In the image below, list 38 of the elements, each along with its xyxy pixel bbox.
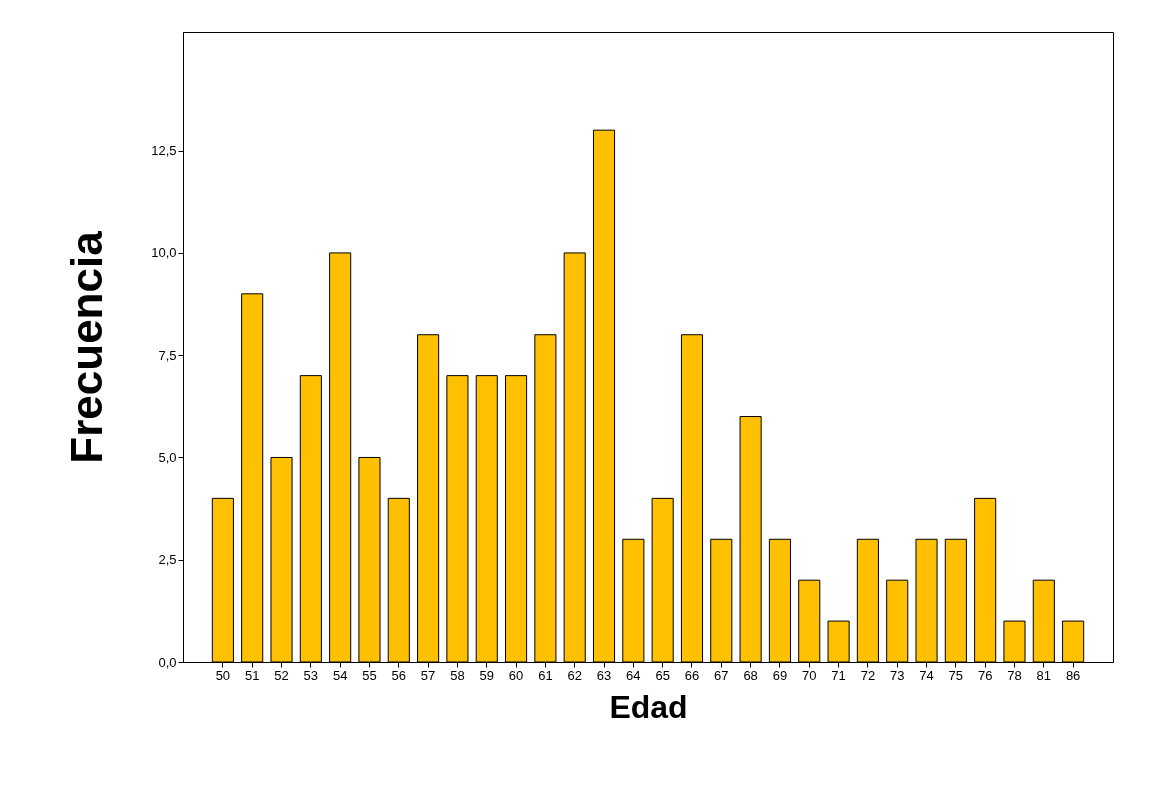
x-tick-label: 63 [596,667,612,683]
y-tick-label: 7,5 [158,347,177,363]
x-tick-label: 81 [1036,667,1052,683]
y-tick-label: 12,5 [151,143,177,159]
x-tick-label: 60 [508,667,524,683]
x-tick-label: 59 [479,667,494,683]
x-tick-label: 73 [889,667,905,683]
x-tick-label: 64 [626,667,641,683]
y-axis-title: Frecuencia [62,230,112,464]
x-tick-label: 62 [567,667,582,683]
y-tick-label: 5,0 [158,449,177,465]
x-tick-label: 61 [538,667,553,683]
x-tick-label: 67 [714,667,729,683]
x-tick-label: 78 [1007,667,1022,683]
x-tick-label: 74 [919,667,934,683]
x-tick-label: 68 [743,667,758,683]
x-tick-label: 50 [215,667,231,683]
y-tick-label: 2,5 [158,552,177,568]
x-tick-label: 57 [420,667,436,683]
x-axis-title: Edad [609,688,688,725]
x-tick-label: 66 [684,667,700,683]
x-tick-label: 51 [244,667,260,683]
x-tick-label: 75 [948,667,964,683]
x-tick-label: 69 [772,667,788,683]
x-tick-label: 71 [831,667,846,683]
x-tick-label: 86 [1065,667,1081,683]
x-tick-label: 76 [977,667,993,683]
x-tick-label: 72 [860,667,876,683]
x-tick-label: 54 [332,667,348,683]
x-tick-label: 70 [802,667,817,683]
x-tick-label: 65 [655,667,670,683]
x-tick-label: 53 [303,667,319,683]
x-tick-label: 58 [450,667,465,683]
y-tick-label: 0,0 [158,654,177,670]
x-tick-label: 56 [391,667,407,683]
x-tick-label: 55 [362,667,377,683]
y-tick-label: 10,0 [151,245,177,261]
x-tick-label: 52 [274,667,289,683]
